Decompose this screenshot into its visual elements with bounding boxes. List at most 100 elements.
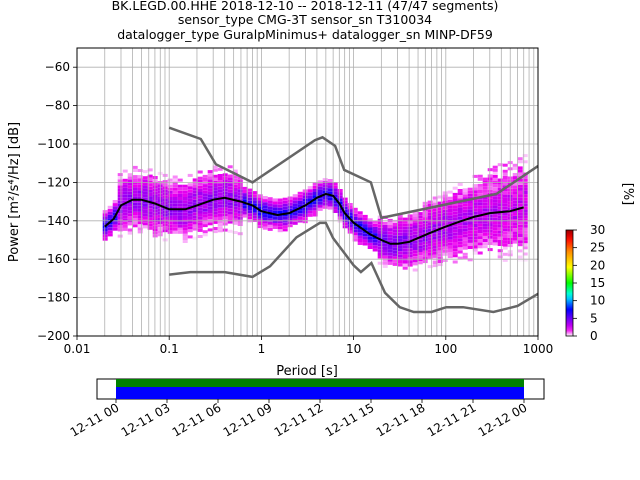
ppsd-cell	[132, 215, 138, 219]
ppsd-cell	[107, 224, 113, 228]
ppsd-cell	[187, 216, 193, 220]
ppsd-cell	[477, 193, 483, 197]
ppsd-cell	[417, 255, 423, 259]
mean-curve	[104, 192, 524, 245]
ppsd-cell	[472, 248, 478, 252]
ppsd-cell	[502, 169, 508, 173]
ppsd-cell	[402, 263, 408, 267]
ppsd-cell	[227, 183, 233, 187]
ppsd-cell	[262, 226, 268, 230]
ppsd-cell	[142, 222, 148, 226]
ppsd-cell	[497, 209, 503, 213]
ppsd-cell	[142, 197, 148, 201]
ppsd-cell	[412, 228, 418, 232]
ppsd-cell	[362, 227, 368, 231]
ppsd-cell	[497, 224, 503, 228]
ppsd-cell	[472, 230, 478, 234]
ppsd-cell	[447, 230, 453, 234]
ppsd-cell	[212, 208, 218, 212]
ppsd-cell	[187, 220, 193, 223]
ppsd-cell	[217, 220, 223, 224]
ppsd-cell	[502, 225, 508, 229]
ppsd-cell	[272, 219, 278, 223]
ppsd-cell	[197, 195, 203, 199]
ppsd-cell	[432, 199, 438, 203]
ppsd-cell	[387, 225, 393, 228]
ppsd-cell	[492, 165, 498, 169]
ppsd-cell	[467, 187, 473, 191]
ppsd-cell	[222, 213, 228, 217]
ppsd-cell	[237, 223, 243, 226]
ppsd-cell	[497, 203, 503, 207]
ppsd-cell	[427, 225, 433, 229]
ppsd-cell	[442, 191, 448, 195]
ppsd-cell	[257, 194, 263, 198]
ppsd-cell	[482, 183, 488, 187]
ppsd-cell	[467, 233, 473, 237]
ppsd-cell	[142, 213, 148, 217]
ppsd-cell	[522, 181, 528, 185]
ppsd-cell	[297, 210, 303, 214]
ppsd-cell	[177, 209, 183, 213]
ppsd-cell	[512, 209, 518, 213]
ppsd-cell	[487, 248, 493, 252]
ppsd-cell	[357, 211, 363, 215]
ppsd-cell	[452, 192, 458, 196]
ppsd-cell	[462, 240, 468, 244]
ppsd-cell	[332, 182, 338, 186]
ppsd-cell	[512, 228, 518, 232]
ppsd-cell	[522, 200, 528, 204]
ppsd-cell	[482, 229, 488, 233]
ppsd-cell	[417, 215, 423, 219]
ppsd-cell	[377, 243, 383, 247]
ppsd-cell	[207, 206, 213, 210]
ppsd-cell	[292, 218, 298, 222]
ppsd-cell	[472, 208, 478, 212]
ppsd-cell	[102, 222, 108, 226]
ppsd-cell	[237, 195, 243, 199]
ppsd-cell	[297, 201, 303, 204]
ppsd-cell	[307, 186, 313, 190]
ppsd-cell	[447, 199, 453, 203]
title-line-2: sensor_type CMG-3T sensor_sn T310034	[178, 12, 432, 27]
ppsd-cell	[497, 196, 503, 200]
ppsd-cell	[147, 217, 153, 221]
ppsd-cell	[207, 173, 213, 177]
timeline-tick-label: 12-11 15	[323, 400, 377, 439]
ppsd-cell	[232, 200, 238, 204]
colorbar-label: [%]	[620, 183, 635, 206]
ppsd-cell	[512, 206, 518, 210]
ppsd-cell	[412, 216, 418, 220]
ppsd-cell	[257, 197, 263, 201]
ppsd-cell	[122, 215, 128, 219]
ppsd-cell	[462, 222, 468, 226]
ppsd-cell	[142, 210, 148, 213]
ppsd-cell	[412, 234, 418, 238]
ppsd-cell	[462, 216, 468, 219]
ppsd-cell	[307, 195, 313, 199]
ppsd-cell	[147, 196, 153, 200]
ppsd-cell	[352, 207, 358, 211]
ppsd-cell	[312, 189, 318, 192]
ppsd-cell	[172, 187, 178, 191]
ppsd-cell	[292, 221, 298, 225]
x-axis-label: Period [s]	[276, 364, 338, 379]
ppsd-cell	[172, 212, 178, 216]
ppsd-cell	[467, 246, 473, 249]
ppsd-cell	[322, 196, 328, 200]
ppsd-cell	[402, 254, 408, 258]
ppsd-cell	[237, 232, 243, 236]
ppsd-cell	[477, 239, 483, 243]
ppsd-cell	[432, 248, 438, 252]
ppsd-cell	[477, 211, 483, 215]
ppsd-cell	[262, 214, 268, 218]
ppsd-cell	[112, 200, 118, 203]
ppsd-cell	[402, 242, 408, 246]
ppsd-cell	[492, 239, 498, 243]
coverage-bar	[116, 387, 524, 399]
ppsd-cell	[122, 206, 128, 210]
ppsd-cell	[242, 196, 248, 200]
ppsd-cell	[267, 224, 273, 228]
ppsd-cell	[177, 230, 183, 234]
ppsd-cell	[272, 226, 278, 229]
